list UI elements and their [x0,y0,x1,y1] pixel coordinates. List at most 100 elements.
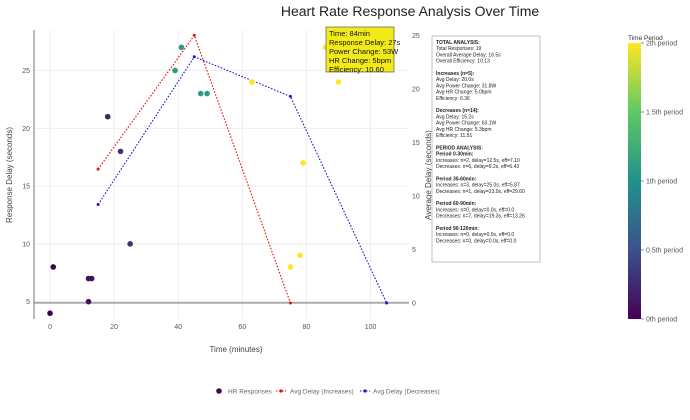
y-tick-label: 20 [22,126,30,133]
legend: HR Responses Avg Delay (Increases) Avg D… [216,388,440,396]
colorbar-tick-label: 1th period [646,179,677,186]
y-tick-label: 25 [22,68,30,75]
hr-response-point [249,79,255,85]
analysis-line: Increases (n=5): [436,71,475,77]
colorbar-gradient [628,43,641,319]
analysis-line: Decreases (n=14): [436,108,479,114]
analysis-line: Overall Average Delay: 16.5s [436,52,501,58]
hover-line-hr: HR Change: 5bpm [329,56,391,65]
y2-tick-label: 10 [412,193,420,200]
hover-line-efficiency: Efficiency: 10.60 [329,65,384,74]
y2-axis-label: Average Delay (seconds) [424,130,433,220]
hr-response-point [50,264,57,270]
analysis-line: Avg HR Change: 5.0bpm [436,90,492,96]
hover-line-time: Time: 84min [329,29,370,38]
analysis-line: Avg Power Change: 63.1W [436,121,497,127]
analysis-line: Avg Delay: 15.2s [436,114,474,120]
analysis-line: Decreases: n=6, delay=9.2s, eff=6.43 [436,164,519,170]
x-tick-label: 60 [238,324,246,331]
colorbar-label: Time Period [628,35,663,42]
axes: 0 20 40 60 80 100 5 10 15 20 25 0 5 10 15 20 25 [22,30,420,331]
analysis-line: Avg HR Change: 5.3bpm [436,127,492,133]
analysis-line: Period 90-120min: [436,226,479,232]
analysis-line: Avg Delay: 20.0s [436,77,474,83]
legend-increases: Avg Delay (Increases) [290,389,354,396]
analysis-line: Increases: n=0, delay=0.0s, eff=0.0 [436,232,514,238]
avg-increases-point [96,167,100,171]
hr-response-point [204,90,210,97]
y2-tick-label: 15 [412,140,420,147]
analysis-line: Increases: n=0, delay=0.0s, eff=0.0 [436,207,514,213]
colorbar: Time Period 2th period 1.5th period 1th pe… [628,35,683,324]
legend-marker-hr [216,388,222,394]
analysis-line: PERIOD ANALYSIS: [436,145,483,151]
hr-response-point [88,275,95,282]
avg-increases-point [288,301,292,305]
analysis-line: Avg Power Change: 31.8W [436,83,497,89]
analysis-line: Period 0-30min: [436,152,474,158]
hr-response-point [178,44,185,51]
x-tick-label: 20 [110,324,118,331]
x-axis-label: Time (minutes) [209,345,262,354]
hr-response-point [300,160,307,166]
plot-area [34,30,409,319]
analysis-line: Total Responses: 19 [436,46,482,52]
y2-tick-label: 0 [412,300,416,307]
analysis-line: Decreases: n=7, delay=19.3s, eff=13.26 [436,214,525,220]
hr-response-point [335,79,342,85]
hr-response-point [172,67,178,74]
analysis-line: Decreases: n=0, delay=0.0s, eff=0.0 [436,238,517,244]
y-tick-label: 10 [22,241,30,248]
hr-response-point [104,113,111,120]
legend-decreases: Avg Delay (Decreases) [373,389,440,396]
hover-tooltip: Time: 84min Response Delay: 27s Power Ch… [325,26,401,74]
hr-response-point [47,310,53,317]
analysis-line: Efficiency: 11.51 [436,133,472,139]
analysis-line: Overall Efficiency: 10.13 [436,59,490,65]
hr-response-point [297,252,303,259]
y2-tick-label: 20 [412,86,420,93]
avg-lines [96,33,389,305]
scatter-points [47,44,342,317]
y-tick-label: 5 [26,299,30,306]
colorbar-tick-label: 0th period [646,317,677,324]
avg-decreases-point [385,301,389,305]
hover-line-delay: Response Delay: 27s [329,38,401,47]
avg-decreases-line [97,56,388,304]
hover-line-power: Power Change: 53W [329,47,399,56]
legend-marker-decreases [363,389,367,393]
x-tick-label: 0 [48,324,52,331]
analysis-line: TOTAL ANALYSIS: [436,40,480,46]
hr-response-point [287,264,294,270]
hr-response-point [117,148,124,155]
legend-marker-increases [279,389,283,393]
legend-hr-responses: HR Responses [228,389,272,396]
chart-title: Heart Rate Response Analysis Over Time [281,3,540,19]
analysis-panel: TOTAL ANALYSIS:Total Responses: 19Overal… [431,35,541,263]
y2-tick-label: 25 [412,33,420,40]
y-axis-label: Response Delay (seconds) [5,127,14,223]
y2-tick-label: 5 [412,247,416,254]
analysis-line: Increases: n=3, delay=25.0s, eff=5.87 [436,183,520,189]
colorbar-tick-label: 2th period [646,41,677,48]
y-tick-label: 15 [22,184,30,191]
avg-decreases-point [192,55,196,59]
analysis-panel-box [431,35,541,263]
hr-response-point [197,90,204,97]
hr-response-point [127,241,133,247]
hr-response-point [85,298,92,305]
colorbar-tick-label: 0.5th period [646,248,683,255]
x-tick-label: 80 [303,324,311,331]
avg-decreases-point [288,94,292,98]
analysis-line: Efficiency: 6.36 [436,96,470,102]
colorbar-tick-label: 1.5th period [646,110,683,117]
x-tick-label: 100 [365,324,377,331]
avg-decreases-point [96,202,100,206]
avg-increases-point [192,33,196,37]
analysis-line: Increases: n=2, delay=12.5s, eff=7.10 [436,158,520,164]
hover-tooltip-box [325,26,395,73]
analysis-line: Decreases: n=1, delay=23.0s, eff=29.60 [436,189,525,195]
analysis-line: Period 30-60min: [436,176,477,182]
x-tick-label: 40 [174,324,182,331]
